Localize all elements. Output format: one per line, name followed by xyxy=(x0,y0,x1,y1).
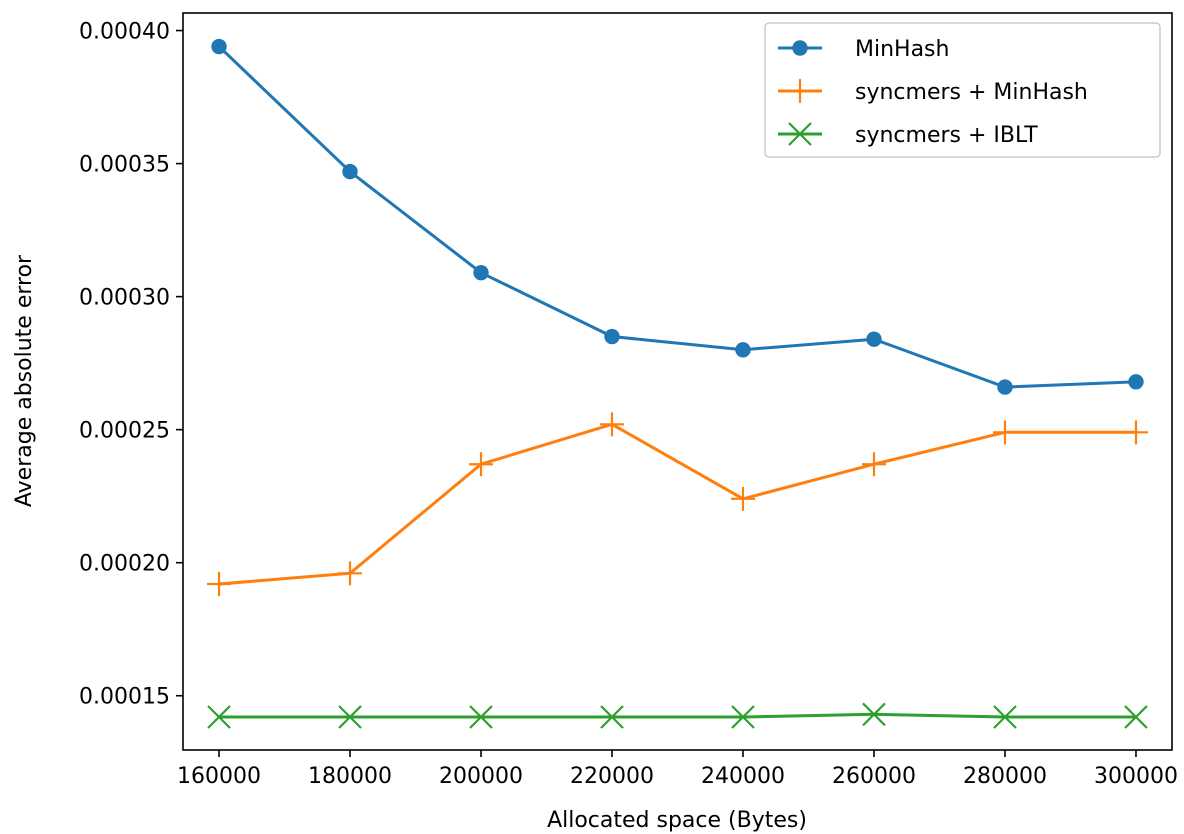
x-tick-label: 160000 xyxy=(177,764,261,789)
x-tick-label: 180000 xyxy=(308,764,392,789)
legend-label: syncmers + IBLT xyxy=(855,123,1038,148)
series-syncmers-minhash xyxy=(207,412,1148,596)
x-axis-label: Allocated space (Bytes) xyxy=(547,808,807,833)
axes-frame xyxy=(182,12,1173,751)
x-tick-label: 240000 xyxy=(701,764,785,789)
legend-marker xyxy=(788,122,812,146)
y-tick-label: 0.00020 xyxy=(79,552,170,577)
y-tick-label: 0.00030 xyxy=(79,286,170,311)
y-tick-label: 0.00015 xyxy=(79,685,170,710)
legend-marker xyxy=(792,40,808,56)
series-minhash xyxy=(211,38,1144,395)
x-tick-label: 300000 xyxy=(1094,764,1178,789)
data-point xyxy=(469,452,494,477)
series-line xyxy=(217,422,1138,586)
data-point xyxy=(211,38,227,55)
data-point xyxy=(730,486,755,511)
data-point xyxy=(473,264,489,281)
data-point xyxy=(604,328,620,345)
data-point xyxy=(861,452,886,477)
y-tick-label: 0.00040 xyxy=(79,20,170,45)
data-point xyxy=(862,702,886,727)
data-point xyxy=(731,705,755,729)
data-point xyxy=(600,412,625,437)
data-point xyxy=(1123,420,1148,445)
data-point xyxy=(1128,374,1144,390)
series-line xyxy=(217,712,1138,719)
data-point xyxy=(342,163,358,180)
x-tick-label: 280000 xyxy=(963,764,1047,789)
data-point xyxy=(207,571,232,596)
legend-label: MinHash xyxy=(855,37,949,62)
x-tick-label: 200000 xyxy=(439,764,523,789)
data-point xyxy=(469,705,493,729)
data-point xyxy=(1124,705,1148,729)
data-point xyxy=(866,331,882,347)
y-axis-label: Average absolute error xyxy=(12,254,37,507)
legend-box xyxy=(764,22,1161,158)
series-line xyxy=(216,44,1138,389)
y-axis: 0.00015 0.00020 0.00025 0.00030 0.00035 0.000… xyxy=(79,20,183,710)
data-point xyxy=(338,561,363,586)
x-tick-label: 220000 xyxy=(570,764,654,789)
y-tick-label: 0.00025 xyxy=(79,419,170,444)
data-point xyxy=(735,342,751,358)
data-point xyxy=(997,379,1013,395)
data-point xyxy=(207,705,231,729)
series-syncmers-iblt xyxy=(207,702,1148,729)
x-axis: 160000 180000 200000 220000 240000 260000 2800… xyxy=(177,750,1178,789)
y-tick-label: 0.00035 xyxy=(79,153,170,178)
data-point xyxy=(992,420,1017,445)
legend: MinHash syncmers + MinHash syncmers + IBLT xyxy=(764,22,1161,158)
data-point xyxy=(600,705,624,729)
plot-area xyxy=(207,38,1148,729)
data-point xyxy=(338,705,362,729)
legend-marker xyxy=(788,79,812,103)
legend-label: syncmers + MinHash xyxy=(855,80,1088,105)
x-tick-label: 260000 xyxy=(832,764,916,789)
data-point xyxy=(993,705,1017,729)
